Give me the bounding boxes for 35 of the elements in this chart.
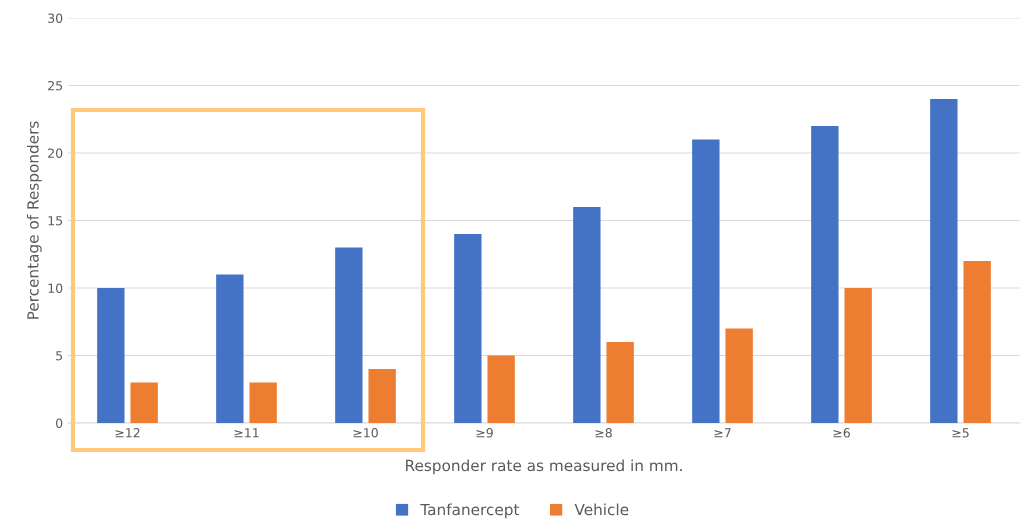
y-axis-title: Percentage of Responders (26, 121, 42, 319)
y-tick-label: 0 (56, 418, 63, 428)
x-tick-label: ≥8 (595, 428, 612, 438)
bar (487, 355, 515, 423)
y-tick-label: 5 (56, 351, 63, 361)
y-tick-label: 10 (48, 283, 63, 293)
legend-label: Tanfanercept (420, 503, 520, 519)
bar (249, 382, 277, 423)
bar (130, 382, 158, 423)
x-tick-label: ≥6 (833, 428, 850, 438)
bar (606, 342, 634, 423)
bar (811, 126, 839, 423)
bar (573, 207, 601, 423)
bar (454, 234, 482, 423)
y-tick-label: 25 (48, 80, 63, 91)
bar (963, 261, 991, 423)
bar (368, 369, 396, 423)
x-tick-label: ≥12 (115, 428, 140, 438)
bar (216, 274, 244, 423)
x-axis-title: Responder rate as measured in mm. (406, 459, 682, 475)
legend-label: Vehicle (574, 503, 629, 516)
bar (692, 139, 720, 423)
bar (335, 247, 363, 423)
y-tick-label: 30 (48, 13, 63, 23)
bar (844, 288, 872, 423)
x-tick-label: ≥11 (234, 428, 259, 438)
bar (725, 328, 753, 423)
x-tick-label: ≥10 (353, 428, 378, 438)
bar (930, 99, 958, 423)
y-tick-label: 20 (48, 148, 63, 158)
bar (97, 288, 125, 423)
y-tick-label: 15 (48, 216, 63, 226)
x-tick-label: ≥5 (952, 428, 969, 438)
x-tick-label: ≥7 (714, 428, 731, 438)
x-tick-label: ≥9 (476, 428, 493, 438)
